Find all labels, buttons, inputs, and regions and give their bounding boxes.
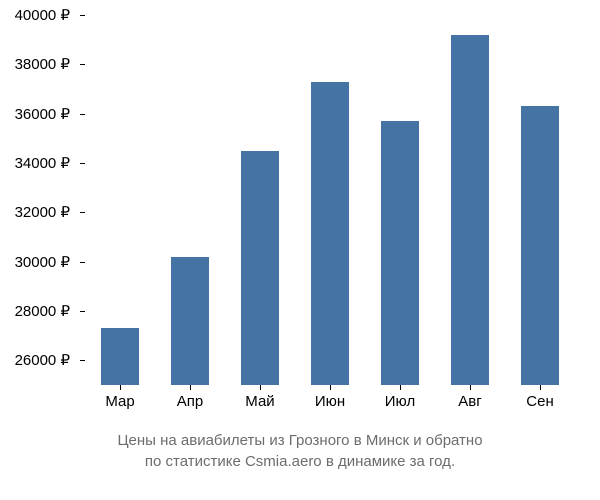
x-tick-mark <box>470 385 471 390</box>
x-tick-label: Апр <box>177 393 203 410</box>
x-tick-label: Июн <box>315 393 345 410</box>
x-axis: Мар Апр Май Июн Июл Авг Сен <box>85 393 575 418</box>
caption-line-2: по статистике Csmia.aero в динамике за г… <box>0 451 600 472</box>
bar <box>171 257 210 385</box>
x-tick-mark <box>330 385 331 390</box>
bar <box>101 328 140 385</box>
plot-area: 26000 ₽28000 ₽30000 ₽32000 ₽34000 ₽36000… <box>85 15 575 385</box>
bar <box>311 82 350 385</box>
x-tick-mark <box>540 385 541 390</box>
y-tick-mark <box>80 163 85 164</box>
x-tick-label: Мар <box>105 393 134 410</box>
y-tick-label: 38000 ₽ <box>15 55 70 73</box>
x-tick-mark <box>120 385 121 390</box>
y-tick-mark <box>80 212 85 213</box>
y-tick-label: 32000 ₽ <box>15 203 70 221</box>
x-tick-mark <box>400 385 401 390</box>
y-tick-mark <box>80 311 85 312</box>
y-tick-label: 40000 ₽ <box>15 6 70 24</box>
x-tick-label: Сен <box>526 393 553 410</box>
bar <box>381 121 420 385</box>
bar-chart: 26000 ₽28000 ₽30000 ₽32000 ₽34000 ₽36000… <box>85 15 575 410</box>
y-tick-label: 30000 ₽ <box>15 253 70 271</box>
y-tick-mark <box>80 15 85 16</box>
y-tick-label: 36000 ₽ <box>15 105 70 123</box>
x-tick-label: Авг <box>458 393 481 410</box>
y-tick-mark <box>80 64 85 65</box>
y-tick-label: 28000 ₽ <box>15 302 70 320</box>
x-tick-label: Июл <box>385 393 415 410</box>
y-tick-label: 34000 ₽ <box>15 154 70 172</box>
y-axis: 26000 ₽ 28000 ₽ 30000 ₽ 32000 ₽ 34000 ₽ 36000… <box>0 15 80 385</box>
caption-line-1: Цены на авиабилеты из Грозного в Минск и… <box>0 430 600 451</box>
y-tick-mark <box>80 114 85 115</box>
bar <box>451 35 490 385</box>
bar <box>521 106 560 385</box>
bar <box>241 151 280 385</box>
x-tick-label: Май <box>245 393 274 410</box>
y-tick-mark <box>80 262 85 263</box>
chart-caption: Цены на авиабилеты из Грозного в Минск и… <box>0 430 600 472</box>
y-tick-mark <box>80 360 85 361</box>
x-tick-mark <box>190 385 191 390</box>
y-tick-label: 26000 ₽ <box>15 351 70 369</box>
x-tick-mark <box>260 385 261 390</box>
